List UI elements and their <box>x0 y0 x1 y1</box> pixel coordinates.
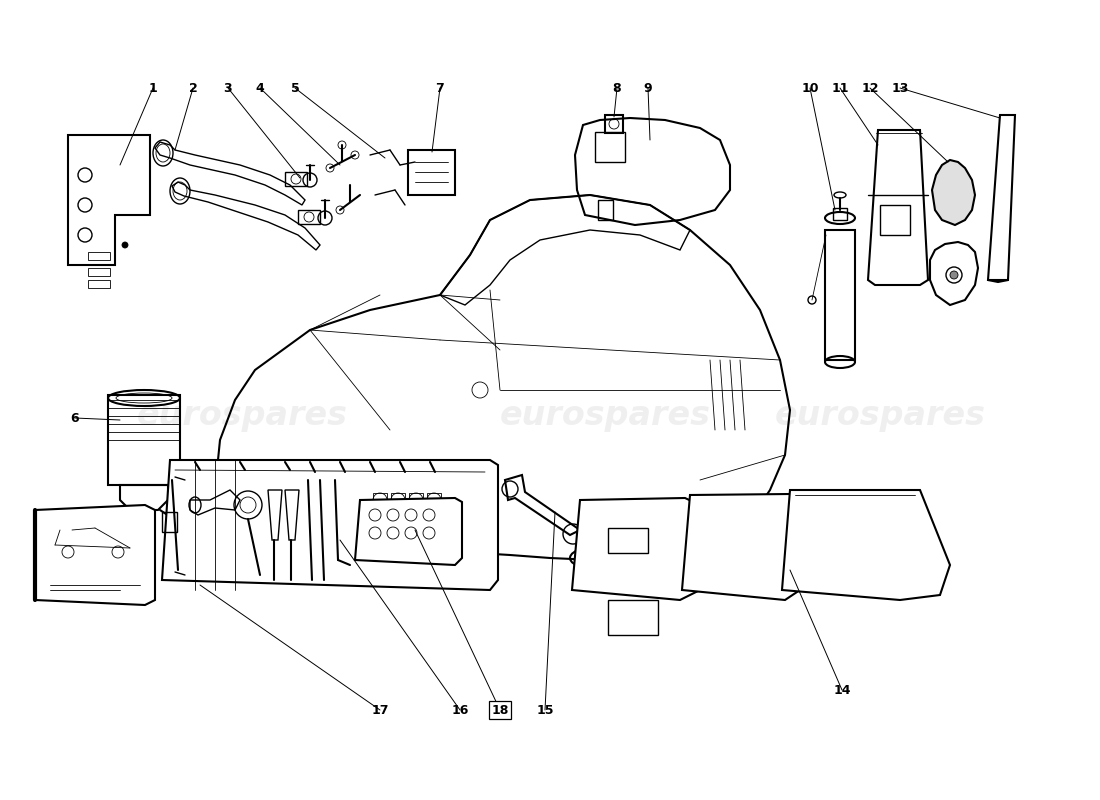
Text: 6: 6 <box>70 411 79 425</box>
Text: 14: 14 <box>834 683 850 697</box>
Text: 12: 12 <box>861 82 879 94</box>
Text: 15: 15 <box>537 703 553 717</box>
Bar <box>598 200 613 220</box>
Text: 17: 17 <box>372 703 388 717</box>
Text: eurospares: eurospares <box>499 399 711 433</box>
Polygon shape <box>782 490 950 600</box>
Bar <box>427 515 441 529</box>
Text: 4: 4 <box>255 82 264 94</box>
Text: 5: 5 <box>290 82 299 94</box>
Bar <box>390 515 405 529</box>
Bar <box>88 252 110 260</box>
Text: 13: 13 <box>891 82 909 94</box>
Text: 16: 16 <box>451 703 469 717</box>
Text: 18: 18 <box>492 703 508 717</box>
Text: eurospares: eurospares <box>136 399 348 433</box>
Polygon shape <box>572 498 700 600</box>
Bar <box>825 230 855 360</box>
Bar <box>409 493 424 507</box>
Bar <box>427 493 441 507</box>
Text: 11: 11 <box>832 82 849 94</box>
Circle shape <box>950 271 958 279</box>
Text: 7: 7 <box>436 82 444 94</box>
Polygon shape <box>35 505 155 605</box>
Bar <box>833 208 847 220</box>
Text: 8: 8 <box>613 82 621 94</box>
Bar <box>162 512 177 532</box>
Text: eurospares: eurospares <box>774 399 986 433</box>
Text: 3: 3 <box>223 82 232 94</box>
Text: 10: 10 <box>801 82 818 94</box>
Polygon shape <box>162 460 498 590</box>
Bar <box>373 515 387 529</box>
Bar <box>88 268 110 276</box>
Bar <box>285 172 307 186</box>
Bar <box>595 132 625 162</box>
Bar <box>608 528 648 553</box>
Bar <box>298 210 320 224</box>
Text: 9: 9 <box>644 82 652 94</box>
Bar <box>373 493 387 507</box>
Bar <box>108 395 180 485</box>
Text: 1: 1 <box>148 82 157 94</box>
Bar <box>409 515 424 529</box>
Bar <box>608 600 658 635</box>
Circle shape <box>122 242 128 248</box>
Bar <box>605 115 623 133</box>
Polygon shape <box>682 494 800 600</box>
Polygon shape <box>932 160 975 225</box>
Bar <box>390 493 405 507</box>
Polygon shape <box>355 498 462 565</box>
Bar <box>880 205 910 235</box>
Text: 2: 2 <box>188 82 197 94</box>
Bar <box>88 280 110 288</box>
